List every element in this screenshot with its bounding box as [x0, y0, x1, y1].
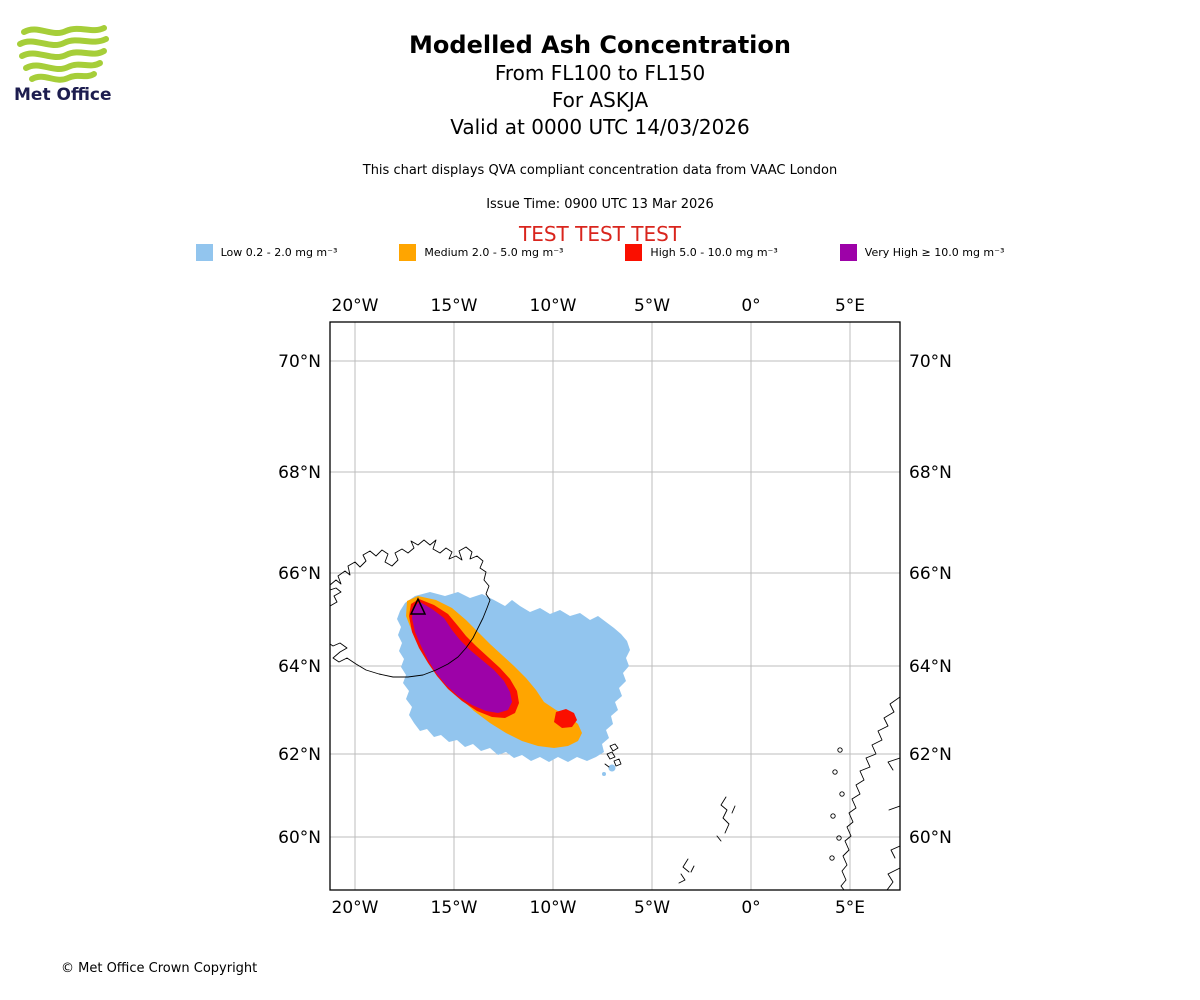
lat-tick-left-60n: 60°N [278, 828, 321, 848]
lon-tick-bottom-20w: 20°W [332, 898, 379, 918]
legend-swatch-high [625, 244, 643, 261]
test-banner: TEST TEST TEST [518, 222, 681, 246]
ash-plume-very-high [412, 602, 512, 713]
lon-tick-bottom-15w: 15°W [431, 898, 478, 918]
lon-tick-top-15w: 15°W [431, 296, 478, 316]
chart-header: Modelled Ash Concentration From FL100 to… [0, 31, 1200, 247]
legend-label-high: High 5.0 - 10.0 mg m⁻³ [650, 246, 778, 259]
latitude-labels-left: 70°N 68°N 66°N 64°N 62°N 60°N [278, 352, 321, 848]
lon-tick-top-0: 0° [741, 296, 760, 316]
lon-tick-bottom-5w: 5°W [634, 898, 670, 918]
issue-time: Issue Time: 0900 UTC 13 Mar 2026 [486, 197, 714, 212]
volcano-marker [409, 597, 427, 615]
longitude-labels-bottom: 20°W 15°W 10°W 5°W 0° 5°E [332, 898, 866, 918]
legend-item-medium: Medium 2.0 - 5.0 mg m⁻³ [399, 244, 563, 261]
lon-tick-top-10w: 10°W [530, 296, 577, 316]
lon-tick-top-20w: 20°W [332, 296, 379, 316]
legend-item-low: Low 0.2 - 2.0 mg m⁻³ [195, 244, 338, 261]
legend-swatch-very-high [839, 244, 857, 261]
coastline-norway [829, 696, 900, 890]
coastline-faroe-islands [604, 743, 622, 768]
lon-tick-bottom-0: 0° [741, 898, 760, 918]
lat-tick-left-64n: 64°N [278, 657, 321, 677]
compliance-note: This chart displays QVA compliant concen… [362, 163, 838, 178]
lon-tick-bottom-5e: 5°E [835, 898, 865, 918]
coastline-orkney-islands [678, 858, 695, 884]
lat-tick-right-62n: 62°N [909, 745, 952, 765]
lon-tick-top-5w: 5°W [634, 296, 670, 316]
legend-label-low: Low 0.2 - 2.0 mg m⁻³ [220, 246, 338, 259]
lon-tick-top-5e: 5°E [835, 296, 865, 316]
legend-item-high: High 5.0 - 10.0 mg m⁻³ [625, 244, 778, 261]
legend-swatch-medium [399, 244, 417, 261]
flight-level-subtitle: From FL100 to FL150 [494, 61, 706, 85]
coastline-shetland-islands [716, 796, 736, 842]
lat-tick-left-70n: 70°N [278, 352, 321, 372]
lat-tick-right-60n: 60°N [909, 828, 952, 848]
legend-label-very-high: Very High ≥ 10.0 mg m⁻³ [864, 246, 1005, 259]
met-office-logo-text: Met Office [14, 85, 112, 105]
map-frame [329, 321, 901, 891]
lat-tick-left-68n: 68°N [278, 463, 321, 483]
longitude-labels-top: 20°W 15°W 10°W 5°W 0° 5°E [332, 296, 866, 316]
lat-tick-left-66n: 66°N [278, 564, 321, 584]
volcano-subtitle: For ASKJA [551, 88, 649, 112]
lat-tick-right-70n: 70°N [909, 352, 952, 372]
lon-tick-bottom-10w: 10°W [530, 898, 577, 918]
met-office-logo-waves [17, 25, 109, 83]
lat-tick-left-62n: 62°N [278, 745, 321, 765]
concentration-legend: Low 0.2 - 2.0 mg m⁻³ Medium 2.0 - 5.0 mg… [0, 244, 1200, 261]
legend-item-very-high: Very High ≥ 10.0 mg m⁻³ [839, 244, 1005, 261]
lat-tick-right-66n: 66°N [909, 564, 952, 584]
met-office-logo: Met Office [14, 24, 124, 105]
coastline-iceland [330, 539, 491, 678]
valid-time-subtitle: Valid at 0000 UTC 14/03/2026 [450, 115, 750, 139]
lat-tick-right-64n: 64°N [909, 657, 952, 677]
lat-tick-right-68n: 68°N [909, 463, 952, 483]
logo-wave-lines [17, 25, 109, 83]
chart-title: Modelled Ash Concentration [409, 31, 791, 59]
copyright-notice: © Met Office Crown Copyright [61, 961, 258, 976]
latitude-labels-right: 70°N 68°N 66°N 64°N 62°N 60°N [909, 352, 952, 848]
legend-label-medium: Medium 2.0 - 5.0 mg m⁻³ [424, 246, 564, 259]
legend-swatch-low [195, 244, 213, 261]
